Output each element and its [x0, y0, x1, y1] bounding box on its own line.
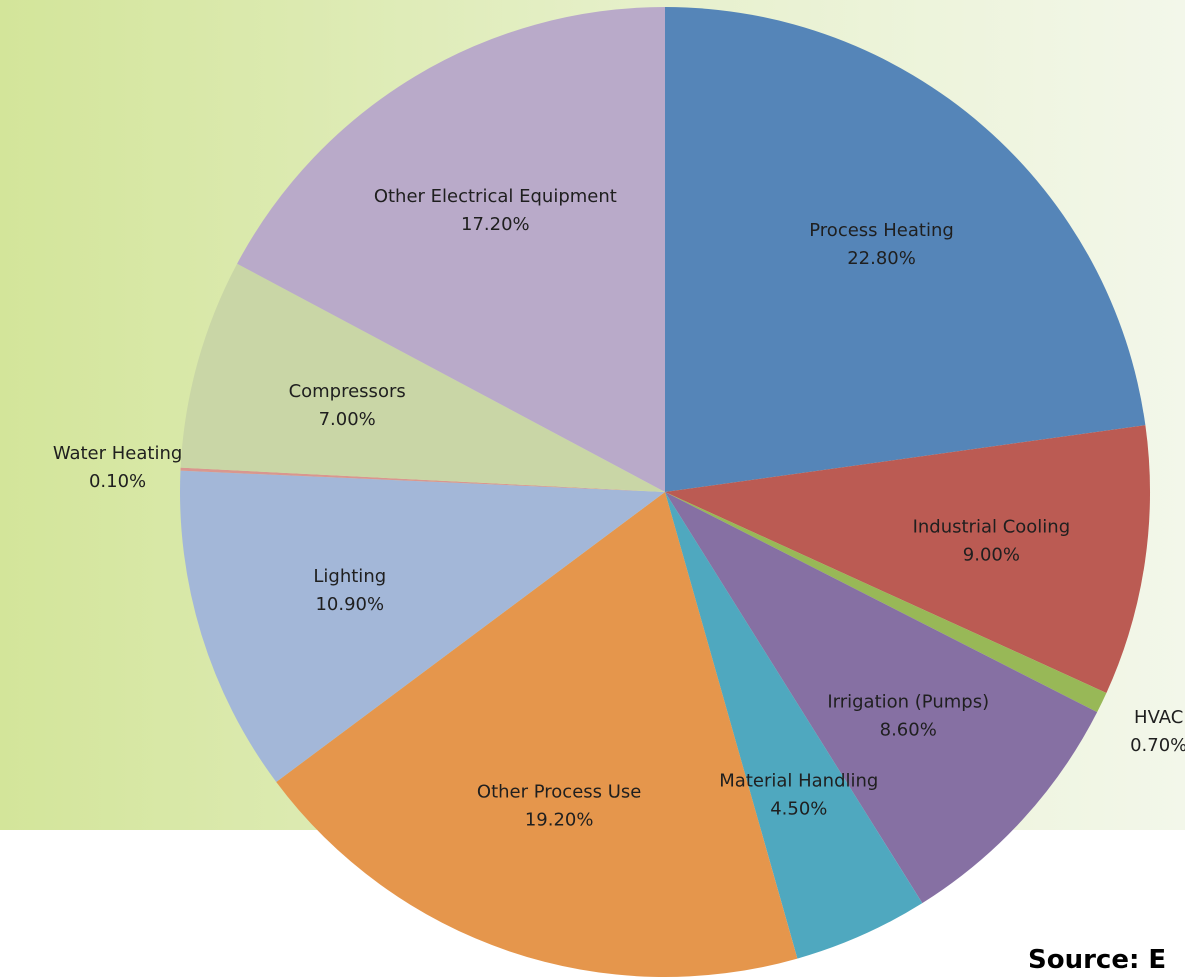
- pie-slice: [237, 7, 666, 492]
- pie-slice: [665, 425, 1150, 693]
- slice-label: Material Handling: [719, 770, 878, 791]
- slice-label: Process Heating: [809, 220, 954, 241]
- pie-slice: [179, 470, 665, 782]
- slice-value-label: 10.90%: [315, 594, 384, 615]
- slice-label: Other Electrical Equipment: [374, 186, 617, 207]
- slice-value-label: 17.20%: [461, 214, 530, 235]
- slice-label: Industrial Cooling: [913, 516, 1071, 537]
- slice-value-label: 0.10%: [89, 471, 146, 492]
- slice-label: HVAC: [1134, 707, 1183, 728]
- pie-slice: [665, 7, 1146, 492]
- slice-label: Compressors: [289, 381, 406, 402]
- slice-label: Irrigation (Pumps): [827, 692, 989, 713]
- pie-slice: [665, 492, 923, 959]
- slice-value-label: 0.70%: [1130, 735, 1185, 756]
- slice-value-label: 7.00%: [319, 409, 376, 430]
- source-note: Source: E: [1028, 945, 1166, 975]
- slice-label: Water Heating: [53, 443, 182, 464]
- slice-label: Lighting: [313, 566, 386, 587]
- slice-value-label: 22.80%: [847, 248, 916, 269]
- slice-value-label: 4.50%: [770, 798, 827, 819]
- pie-slice: [180, 263, 665, 492]
- slice-value-label: 9.00%: [963, 544, 1020, 565]
- pie-slice: [276, 492, 798, 978]
- pie-slice: [665, 492, 1098, 904]
- slice-value-label: 19.20%: [525, 809, 594, 830]
- pie-slice: [665, 492, 1107, 713]
- pie-slice: [180, 467, 665, 492]
- slice-label: Other Process Use: [477, 781, 641, 802]
- slice-value-label: 8.60%: [880, 720, 937, 741]
